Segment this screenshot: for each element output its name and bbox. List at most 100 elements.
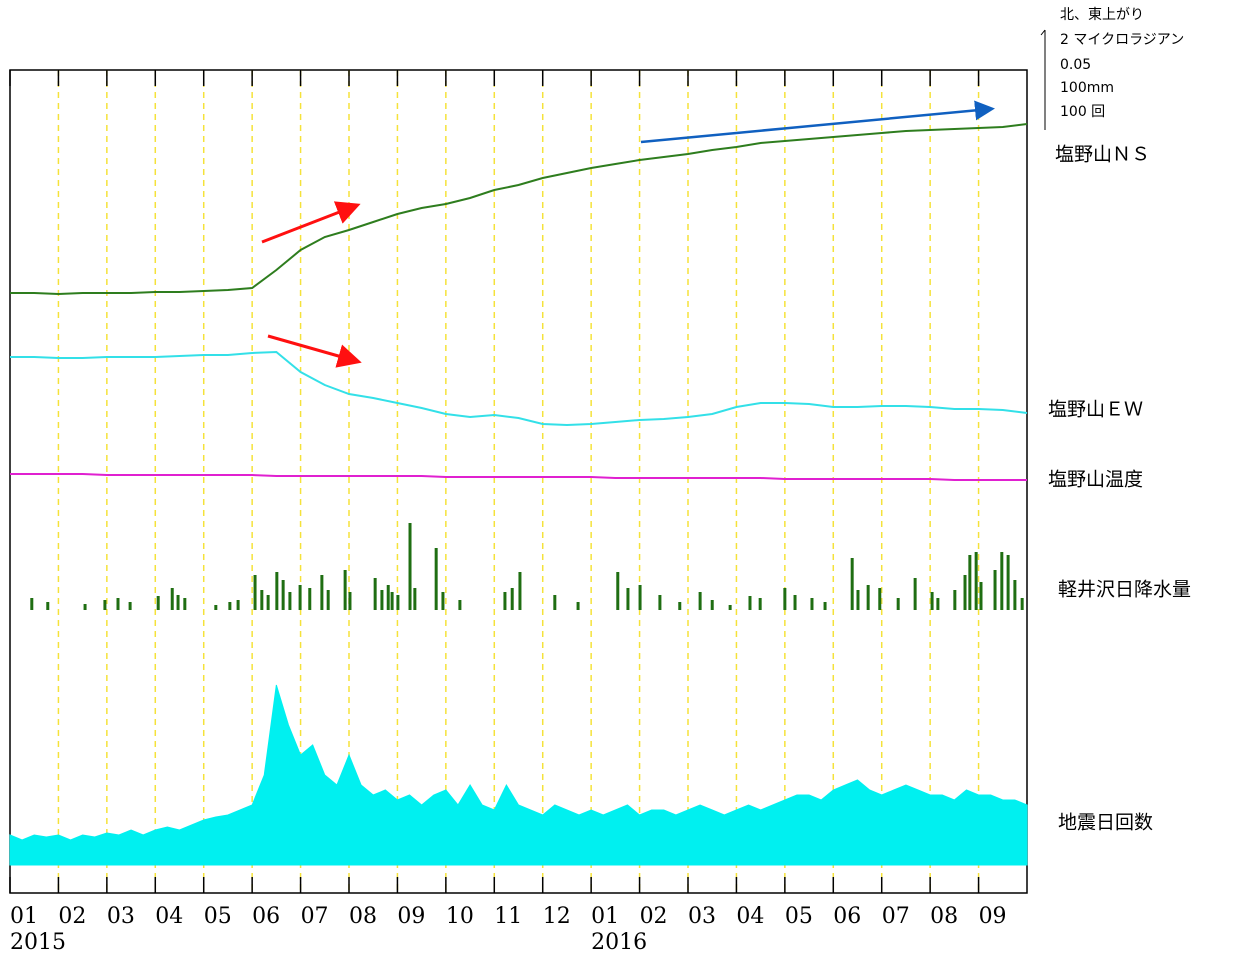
x-tick-label: 04 <box>155 904 183 929</box>
rain-bar <box>266 595 270 610</box>
rain-bar <box>228 602 232 610</box>
rain-bar <box>518 572 522 610</box>
rain-bar <box>979 582 983 610</box>
rain-bar <box>1000 552 1004 610</box>
rain-bar <box>783 588 787 610</box>
rain-bar <box>253 575 257 610</box>
legend-label: 地震日回数 <box>1058 812 1153 834</box>
rain-bar <box>320 575 324 610</box>
rain-bar <box>510 588 514 610</box>
series-line <box>10 350 1028 427</box>
scale-bar-tip <box>1040 29 1046 36</box>
rain-bar <box>441 592 445 610</box>
series-line <box>10 123 1028 296</box>
rain-bar <box>380 590 384 610</box>
rain-bar <box>850 558 854 610</box>
rain-bar <box>638 585 642 610</box>
x-tick-label: 07 <box>882 904 910 929</box>
x-tick-label: 06 <box>833 904 861 929</box>
rain-bar <box>993 570 997 610</box>
legend-label: 塩野山ＮＳ <box>1055 144 1150 166</box>
year-label: 2016 <box>591 930 647 955</box>
x-tick-label: 03 <box>107 904 135 929</box>
x-tick-label: 08 <box>930 904 958 929</box>
legend-label: 塩野山ＥＷ <box>1048 399 1143 421</box>
rain-bar <box>758 598 762 610</box>
x-tick-label: 05 <box>204 904 232 929</box>
rain-bar <box>83 604 87 610</box>
x-tick-label: 11 <box>494 904 522 929</box>
scale-label: 100mm <box>1060 80 1114 96</box>
rain-bar <box>156 596 160 610</box>
rain-bar <box>936 598 940 610</box>
rain-bar <box>963 575 967 610</box>
rain-bar <box>974 552 978 610</box>
rain-bar <box>348 592 352 610</box>
x-tick-label: 08 <box>349 904 377 929</box>
x-tick-label: 02 <box>640 904 668 929</box>
rain-bar <box>503 592 507 610</box>
rain-bar <box>260 590 264 610</box>
rain-bar <box>236 600 240 610</box>
rain-bar <box>103 600 107 610</box>
rain-bar <box>30 598 34 610</box>
x-tick-label: 05 <box>785 904 813 929</box>
rain-bar <box>878 588 882 610</box>
rain-bar <box>793 595 797 610</box>
earthquake-area <box>9 684 1028 866</box>
rain-bar <box>913 578 917 610</box>
x-tick-label: 01 <box>591 904 619 929</box>
rain-bar <box>308 588 312 610</box>
x-tick-label: 03 <box>688 904 716 929</box>
year-label: 2015 <box>10 930 66 955</box>
rain-bar <box>823 602 827 610</box>
rain-bar <box>396 595 400 610</box>
rain-bar <box>170 588 174 610</box>
rain-bar <box>390 592 394 610</box>
x-tick-label: 01 <box>10 904 38 929</box>
rain-bar <box>176 595 180 610</box>
rain-bar <box>576 602 580 610</box>
x-tick-label: 09 <box>979 904 1007 929</box>
x-tick-label: 07 <box>301 904 329 929</box>
rain-bar <box>616 572 620 610</box>
rain-bar <box>275 572 279 610</box>
rain-bar <box>214 605 218 610</box>
rain-bar <box>183 598 187 610</box>
trend-arrow <box>267 334 362 368</box>
rain-bar <box>326 590 330 610</box>
trend-arrow <box>261 201 361 244</box>
rain-bar <box>413 588 417 610</box>
rain-bar <box>373 578 377 610</box>
scale-label: 0.05 <box>1060 57 1091 73</box>
rain-bar <box>128 602 132 610</box>
rain-bar <box>1006 555 1010 610</box>
rain-bar <box>953 590 957 610</box>
x-tick-label: 09 <box>397 904 425 929</box>
legend-label: 塩野山温度 <box>1048 469 1143 491</box>
rain-bar <box>968 555 972 610</box>
rain-bar <box>1013 580 1017 610</box>
rain-bar <box>288 592 292 610</box>
x-tick-label: 06 <box>252 904 280 929</box>
legend-label: 軽井沢日降水量 <box>1058 579 1191 601</box>
rain-bar <box>710 600 714 610</box>
x-tick-label: 12 <box>543 904 571 929</box>
scale-note: 北、東上がり <box>1060 7 1144 23</box>
rain-bar <box>856 590 860 610</box>
rain-bar <box>434 548 438 610</box>
rain-bar <box>298 585 302 610</box>
rain-bar <box>116 598 120 610</box>
rain-bar <box>698 592 702 610</box>
rain-bar <box>408 523 412 610</box>
rain-bar <box>728 605 732 610</box>
annotations <box>261 100 995 368</box>
x-tick-label: 04 <box>736 904 764 929</box>
rain-bar <box>386 585 390 610</box>
rain-bar <box>678 602 682 610</box>
rain-bar <box>748 596 752 610</box>
x-tick-label: 10 <box>446 904 474 929</box>
rain-bar <box>281 580 285 610</box>
rain-bar <box>896 598 900 610</box>
